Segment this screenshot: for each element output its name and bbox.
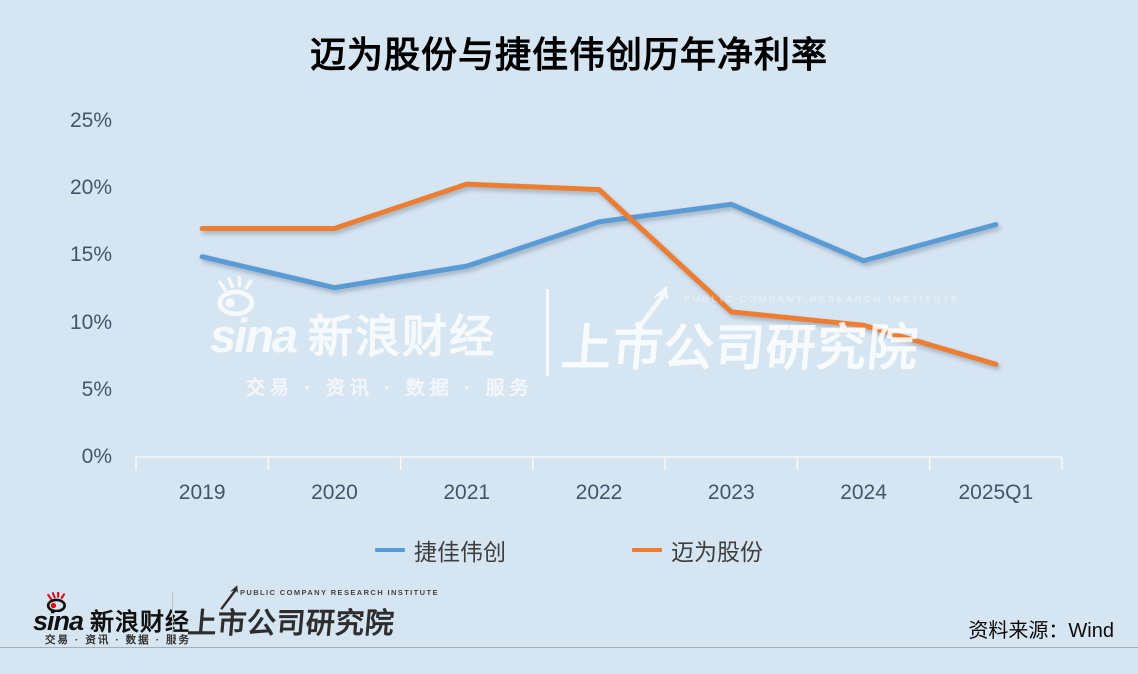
x-axis-label: 2025Q1 [958,481,1034,504]
arrow-up-icon [220,585,238,610]
legend-swatch-blue [375,548,405,552]
series-line-迈为股份 [199,181,999,367]
x-axis-label: 2023 [707,481,755,504]
legend-label: 捷佳伟创 [414,539,506,565]
y-axis-label: 20% [69,176,112,200]
y-axis-label: 0% [81,445,112,468]
x-axis-line [135,456,1063,470]
x-axis-label: 2024 [840,481,887,504]
legend-swatch-orange [632,548,662,552]
chart-legend: 捷佳伟创 迈为股份 [0,533,1138,567]
footer-institute-en: PUBLIC COMPANY RESEARCH INSTITUTE [240,588,439,597]
y-axis-label: 15% [69,243,112,267]
x-axis-label: 2021 [443,481,491,504]
chart-title: 迈为股份与捷佳伟创历年净利率 [309,34,828,75]
footer-sina-logo: sina 新浪财经 交易 · 资讯 · 数据 · 服务 [33,592,189,646]
sina-eye-icon [46,592,66,612]
x-axis-label: 2019 [178,481,226,504]
data-source-label: 资料来源：Wind [968,620,1114,642]
footer-divider-line [0,647,1138,648]
footer-institute-logo: PUBLIC COMPANY RESEARCH INSTITUTE 上市公司研究… [186,585,437,642]
legend-item-jiejiaweichuang: 捷佳伟创 [375,533,506,567]
legend-item-maiwei: 迈为股份 [632,533,763,567]
footer-sina-tagline: 交易 · 资讯 · 数据 · 服务 [45,634,191,646]
x-axis-label: 2022 [575,481,623,504]
footer-logo-separator [172,592,173,646]
footer-institute-text: 上市公司研究院 [186,608,396,640]
legend-label: 迈为股份 [671,539,763,565]
footer-sina-word: sina [33,606,84,636]
y-axis-label: 5% [81,377,112,401]
y-axis-label: 10% [69,310,112,334]
y-axis-label: 25% [69,109,112,132]
x-axis-label: 2020 [311,481,358,504]
series-line-捷佳伟创 [199,201,999,291]
